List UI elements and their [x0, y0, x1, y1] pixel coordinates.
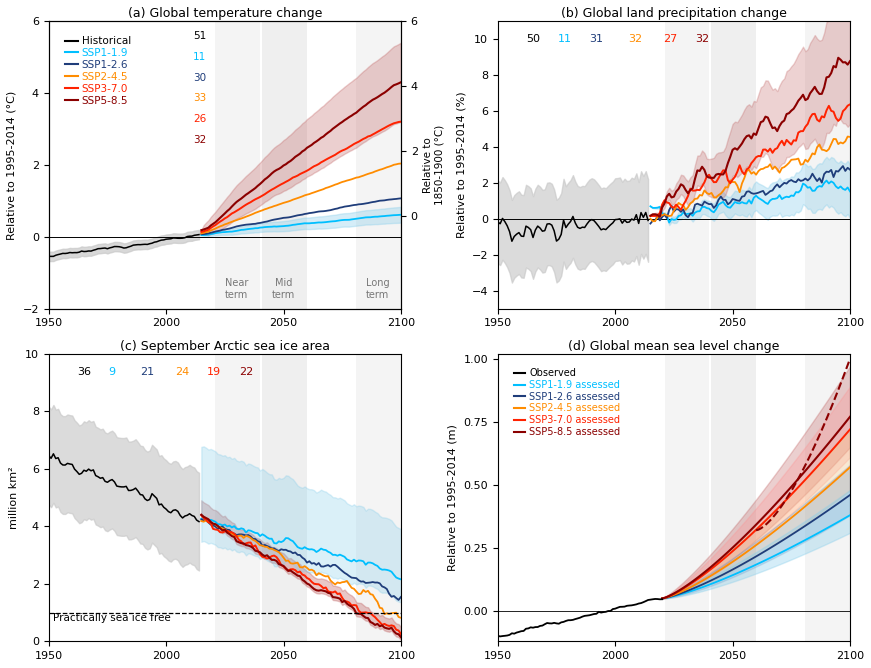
Text: Long
term: Long term [366, 279, 389, 300]
Legend: Observed, SSP1-1.9 assessed, SSP1-2.6 assessed, SSP2-4.5 assessed, SSP3-7.0 asse: Observed, SSP1-1.9 assessed, SSP1-2.6 as… [510, 364, 625, 441]
Text: 11: 11 [557, 34, 571, 44]
Y-axis label: Relative to 1995-2014 (°C): Relative to 1995-2014 (°C) [7, 90, 17, 240]
Text: 32: 32 [193, 135, 206, 145]
Title: (a) Global temperature change: (a) Global temperature change [128, 7, 322, 20]
Text: 32: 32 [628, 34, 642, 44]
Text: 9: 9 [109, 367, 116, 377]
Text: 33: 33 [193, 94, 206, 104]
Text: 51: 51 [193, 31, 206, 41]
Text: 50: 50 [526, 34, 540, 44]
Y-axis label: million km²: million km² [10, 466, 19, 529]
Text: 26: 26 [193, 114, 206, 124]
Title: (b) Global land precipitation change: (b) Global land precipitation change [561, 7, 787, 20]
Bar [712, 21, 756, 309]
Text: Practically sea ice free: Practically sea ice free [53, 613, 172, 623]
Text: 24: 24 [176, 367, 190, 377]
Bar [215, 354, 260, 641]
Y-axis label: Relative to 1995-2014 (m): Relative to 1995-2014 (m) [448, 424, 458, 571]
Bar [356, 21, 401, 309]
Bar [806, 354, 850, 641]
Text: 36: 36 [77, 367, 91, 377]
Text: 22: 22 [239, 367, 253, 377]
Bar [806, 21, 850, 309]
Text: 32: 32 [695, 34, 709, 44]
Bar [712, 354, 756, 641]
Bar [262, 21, 307, 309]
Text: 30: 30 [193, 73, 206, 83]
Y-axis label: Relative to 1995-2014 (%): Relative to 1995-2014 (%) [456, 92, 466, 238]
Title: (d) Global mean sea level change: (d) Global mean sea level change [568, 339, 780, 353]
Bar [665, 21, 709, 309]
Text: 27: 27 [664, 34, 678, 44]
Bar [665, 354, 709, 641]
Legend: Historical, SSP1-1.9, SSP1-2.6, SSP2-4.5, SSP3-7.0, SSP5-8.5: Historical, SSP1-1.9, SSP1-2.6, SSP2-4.5… [61, 32, 135, 110]
Text: Near
term: Near term [225, 279, 248, 300]
Bar [356, 354, 401, 641]
Title: (c) September Arctic sea ice area: (c) September Arctic sea ice area [120, 339, 330, 353]
Text: 11: 11 [193, 52, 206, 62]
Text: Mid
term: Mid term [272, 279, 295, 300]
Bar [215, 21, 260, 309]
Text: 31: 31 [590, 34, 604, 44]
Y-axis label: Relative to
1850-1900 (°C): Relative to 1850-1900 (°C) [423, 125, 445, 205]
Text: 19: 19 [207, 367, 221, 377]
Bar [262, 354, 307, 641]
Text: 21: 21 [140, 367, 154, 377]
